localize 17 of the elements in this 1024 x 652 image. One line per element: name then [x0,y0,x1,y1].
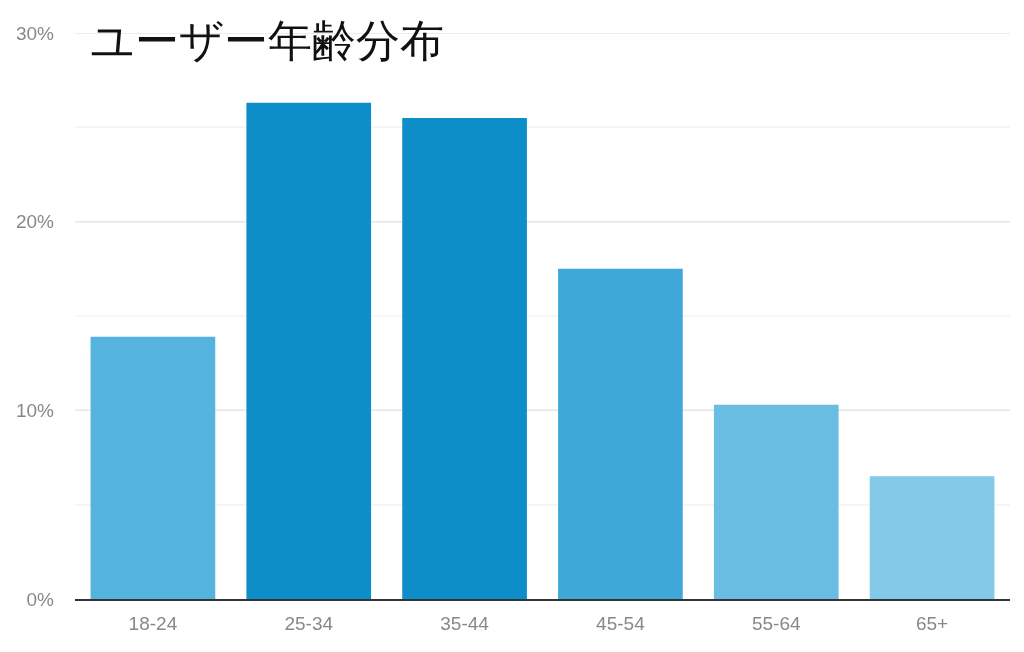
y-tick-label: 0% [26,588,55,610]
bar [869,476,995,599]
chart-title: ユーザー年齢分布 [90,16,444,66]
y-tick-label: 10% [15,399,55,421]
bar [246,102,372,599]
x-tick-label: 18-24 [128,612,178,634]
y-tick-label: 20% [15,211,55,233]
y-tick-label: 30% [15,22,55,44]
bar [402,117,527,599]
bar [713,404,839,599]
x-tick-label: 35-44 [440,612,490,634]
x-tick-label: 25-34 [284,612,334,634]
x-tick-label: 55-64 [751,612,801,634]
x-tick-label: 65+ [915,612,949,634]
bar [558,268,683,599]
bar [90,336,216,599]
x-tick-label: 45-54 [596,612,646,634]
